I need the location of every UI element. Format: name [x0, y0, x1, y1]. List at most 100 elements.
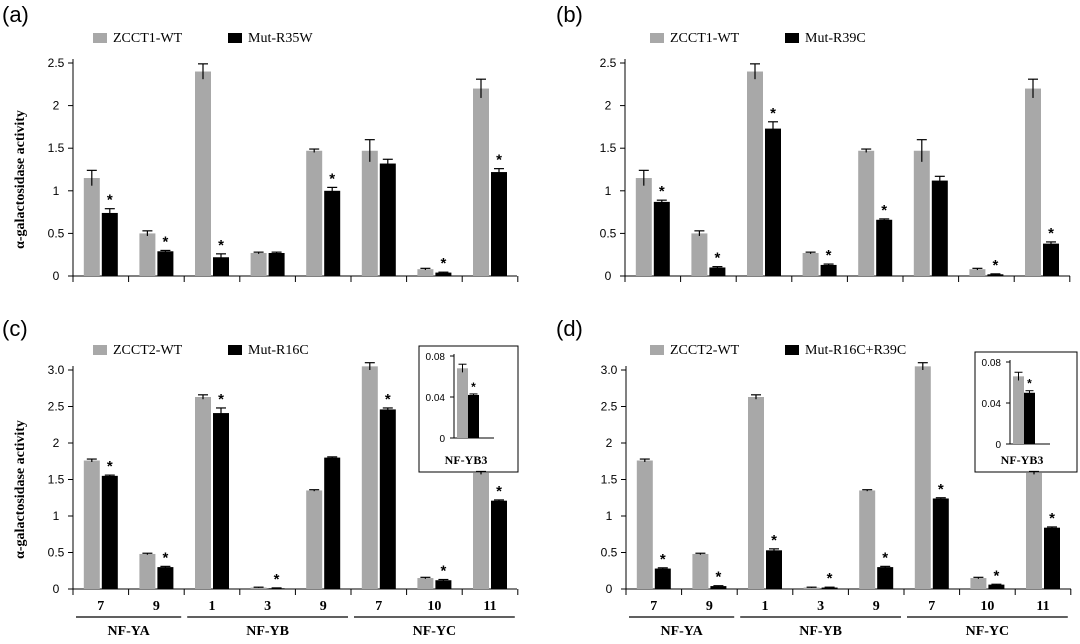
- y-tick-label: 2.5: [48, 56, 65, 70]
- wt-bar: [858, 150, 875, 276]
- mut-bar: [268, 252, 285, 276]
- mut-bar: [213, 413, 229, 589]
- inset-y-tick-label: 0: [995, 440, 1001, 451]
- legend-swatch-wt: [650, 33, 664, 43]
- mut-bar: [653, 201, 670, 276]
- mut-bar: [932, 498, 949, 589]
- wt-bar: [691, 233, 708, 276]
- panel-label: (d): [556, 316, 583, 341]
- legend-swatch-mut: [228, 345, 242, 355]
- wt-bar: [195, 71, 211, 277]
- significance-star: *: [826, 247, 832, 264]
- wt-bar: [250, 587, 267, 589]
- significance-star: *: [107, 192, 113, 209]
- group-label: 10: [427, 599, 441, 614]
- significance-star: *: [1049, 510, 1055, 527]
- y-tick-label: 1.5: [48, 473, 65, 487]
- significance-star: *: [107, 458, 113, 475]
- panel-c: (c) α-galactosidase activity 0 0.5 1 1.5 2 2.5 3…: [2, 316, 519, 639]
- significance-star: *: [715, 569, 721, 586]
- family-label: NF-YB: [246, 624, 289, 639]
- inset-y-tick-label: 0.08: [982, 358, 1002, 369]
- group-label: 3: [817, 599, 824, 614]
- legend-swatch-mut: [228, 33, 242, 43]
- significance-star: *: [496, 483, 502, 500]
- mut-bar: [876, 219, 893, 276]
- significance-star: *: [440, 255, 446, 272]
- significance-star: *: [770, 105, 776, 122]
- group-label: 3: [264, 599, 271, 614]
- significance-star: *: [496, 152, 502, 169]
- y-tick-label: 0: [53, 269, 60, 283]
- y-tick-label: 0: [605, 269, 612, 283]
- group-label: 7: [375, 599, 382, 614]
- legend-label-mut: Mut-R16C: [248, 343, 309, 358]
- mut-bar: [877, 567, 894, 589]
- inset-mut-bar: [1024, 392, 1035, 444]
- y-tick-label: 1: [606, 509, 613, 523]
- wt-bar: [139, 553, 156, 589]
- wt-bar: [83, 460, 100, 589]
- panel-label: (b): [556, 2, 583, 27]
- mut-bar: [157, 567, 174, 589]
- panel-a: (a) α-galactosidase activity 0 0.5 1 1.5 2 2.5 *…: [2, 2, 519, 283]
- legend-label-wt: ZCCT2-WT: [670, 343, 740, 358]
- significance-star: *: [882, 549, 888, 566]
- y-tick-label: 2: [606, 436, 613, 450]
- wt-bar: [1025, 88, 1041, 276]
- legend-label-mut: Mut-R39C: [805, 31, 866, 46]
- inset-y-tick-label: 0.08: [426, 352, 446, 363]
- mut-bar: [1044, 527, 1060, 589]
- mut-bar: [324, 457, 341, 589]
- panel-d: (d) 0 0.5 1 1.5 2 2.5 3.0 * * * * * * * * ZCCT2-WT Mut-R1…: [556, 316, 1078, 639]
- mut-bar: [491, 500, 507, 589]
- wt-bar: [306, 490, 323, 589]
- wt-bar: [417, 269, 434, 276]
- mut-bar: [1043, 243, 1059, 276]
- mut-bar: [766, 550, 782, 589]
- y-tick-label: 2: [53, 436, 60, 450]
- y-tick-label: 3.0: [601, 363, 618, 377]
- inset-title: NF-YB3: [1001, 453, 1044, 467]
- mut-bar: [987, 274, 1004, 276]
- wt-bar: [914, 366, 931, 589]
- legend-label-mut: Mut-R35W: [248, 31, 313, 46]
- significance-star: *: [385, 391, 391, 408]
- family-label: NF-YA: [660, 624, 703, 639]
- legend-label-wt: ZCCT2-WT: [113, 343, 183, 358]
- panel-b: (b) 0 0.5 1 1.5 2 2.5 * * * * * * * ZCCT1-WT Mut-R39C: [556, 2, 1071, 283]
- wt-bar: [195, 397, 211, 589]
- group-label: 7: [928, 599, 935, 614]
- wt-bar: [859, 490, 876, 589]
- wt-bar: [913, 150, 930, 276]
- wt-bar: [635, 178, 652, 276]
- y-tick-label: 3.0: [48, 363, 65, 377]
- inset-chart: 0 0.04 0.08 * NF-YB3: [418, 345, 519, 473]
- inset-wt-bar: [1013, 376, 1024, 444]
- y-tick-label: 1: [605, 184, 612, 198]
- group-label: 9: [320, 599, 327, 614]
- wt-bar: [473, 88, 489, 276]
- legend-label-wt: ZCCT1-WT: [113, 31, 183, 46]
- inset-y-tick-label: 0.04: [982, 399, 1002, 410]
- inset-mut-bar: [468, 394, 479, 438]
- mut-bar: [101, 212, 118, 276]
- y-tick-label: 0.5: [600, 226, 617, 240]
- wt-bar: [83, 178, 100, 276]
- mut-bar: [379, 409, 396, 589]
- inset-significance-star: *: [1027, 377, 1032, 391]
- y-tick-label: 0: [606, 582, 613, 596]
- wt-bar: [361, 150, 378, 276]
- significance-star: *: [274, 571, 280, 588]
- y-tick-label: 1: [53, 184, 60, 198]
- mut-bar: [435, 272, 452, 276]
- y-tick-label: 1.5: [600, 141, 617, 155]
- y-tick-label: 1: [53, 509, 60, 523]
- wt-bar: [803, 587, 820, 589]
- y-tick-label: 1.5: [601, 473, 618, 487]
- wt-bar: [139, 233, 156, 276]
- wt-bar: [802, 252, 819, 276]
- inset-y-tick-label: 0.04: [426, 393, 446, 404]
